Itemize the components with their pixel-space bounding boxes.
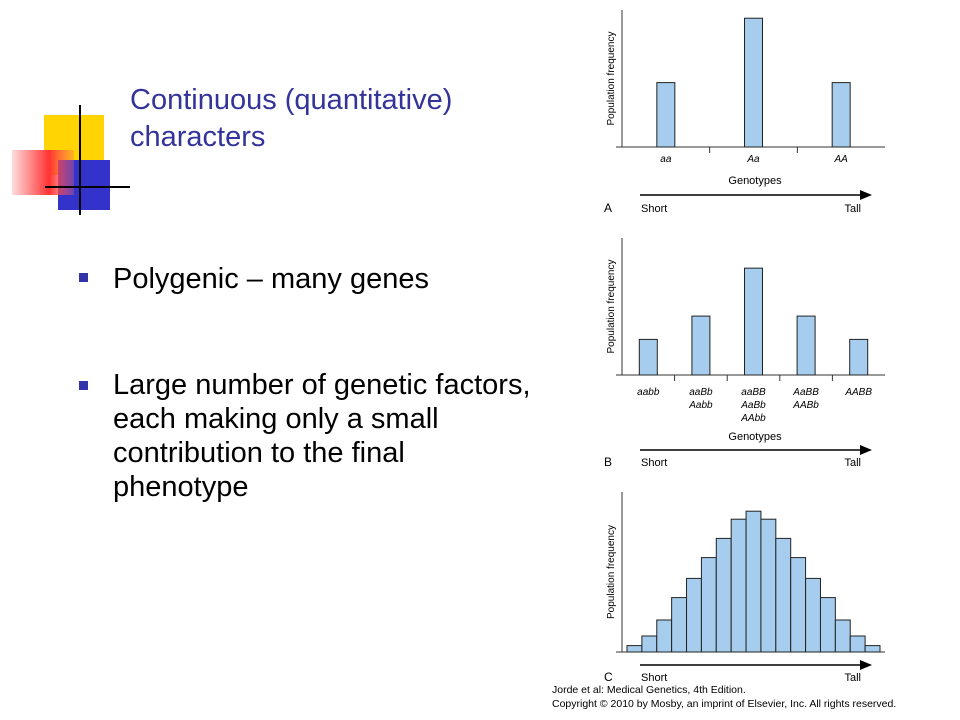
category-label: AA bbox=[833, 154, 848, 165]
bar bbox=[656, 82, 676, 148]
arrow-head bbox=[860, 445, 872, 455]
category-label: Aa bbox=[746, 154, 760, 165]
x-axis-label: Genotypes bbox=[728, 175, 782, 187]
bar bbox=[864, 645, 881, 653]
credit-line: Copyright © 2010 by Mosby, an imprint of… bbox=[552, 698, 897, 710]
bullet: Polygenic – many genes bbox=[113, 263, 429, 295]
bar bbox=[626, 645, 643, 653]
bar bbox=[849, 635, 866, 653]
bar bbox=[805, 577, 821, 653]
bar bbox=[671, 597, 688, 653]
bar bbox=[700, 557, 717, 653]
bar bbox=[796, 315, 816, 376]
category-label: AABb bbox=[792, 400, 819, 411]
deco-red bbox=[12, 150, 74, 195]
arrow-start: Short bbox=[641, 672, 667, 684]
bullet-dot bbox=[79, 273, 88, 282]
bullet: Large number of genetic factors, each ma… bbox=[113, 369, 531, 503]
bar bbox=[641, 635, 658, 653]
credit: Jorde et al: Medical Genetics, 4th Editi… bbox=[552, 683, 896, 711]
category-label: Aabb bbox=[688, 400, 713, 411]
bar bbox=[656, 619, 673, 653]
panel-letter: C bbox=[604, 670, 613, 684]
bar bbox=[790, 557, 807, 653]
bar bbox=[775, 537, 792, 653]
bar bbox=[819, 597, 836, 653]
category-label: AaBb bbox=[740, 400, 766, 411]
bar bbox=[834, 619, 851, 653]
bar bbox=[831, 82, 851, 148]
bar bbox=[744, 267, 763, 376]
category-label: aaBB bbox=[741, 387, 766, 398]
title: Continuous (quantitative) characters bbox=[130, 82, 452, 156]
y-axis-label: Population frequency bbox=[606, 525, 617, 619]
credit-line: Jorde et al: Medical Genetics, 4th Editi… bbox=[552, 684, 746, 696]
category-label: AAbb bbox=[740, 413, 766, 424]
arrow-end: Tall bbox=[844, 203, 861, 215]
bar bbox=[686, 577, 702, 653]
bar bbox=[638, 338, 658, 376]
category-label: AaBB bbox=[792, 387, 819, 398]
bar bbox=[745, 510, 762, 653]
arrow-head bbox=[860, 190, 872, 200]
arrow-start: Short bbox=[641, 203, 667, 215]
category-label: aaBb bbox=[689, 387, 713, 398]
category-label: aa bbox=[660, 154, 672, 165]
title-line: Continuous (quantitative) bbox=[130, 84, 453, 116]
y-axis-label: Population frequency bbox=[606, 32, 617, 126]
arrow-head bbox=[860, 660, 872, 670]
y-axis-label: Population frequency bbox=[606, 260, 617, 354]
panel-letter: A bbox=[604, 201, 612, 215]
bar bbox=[744, 17, 763, 148]
bar bbox=[849, 338, 869, 376]
category-label: aabb bbox=[637, 387, 660, 398]
arrow-start: Short bbox=[641, 457, 667, 469]
category-label: AABB bbox=[844, 387, 872, 398]
x-axis-label: Genotypes bbox=[728, 431, 782, 443]
bar bbox=[760, 518, 777, 653]
bar bbox=[691, 315, 711, 376]
panel-letter: B bbox=[604, 455, 612, 469]
title-line: characters bbox=[130, 121, 266, 153]
bar bbox=[730, 518, 747, 653]
bar bbox=[715, 537, 732, 653]
arrow-end: Tall bbox=[844, 457, 861, 469]
bullet-dot bbox=[79, 381, 88, 390]
arrow-end: Tall bbox=[844, 672, 861, 684]
